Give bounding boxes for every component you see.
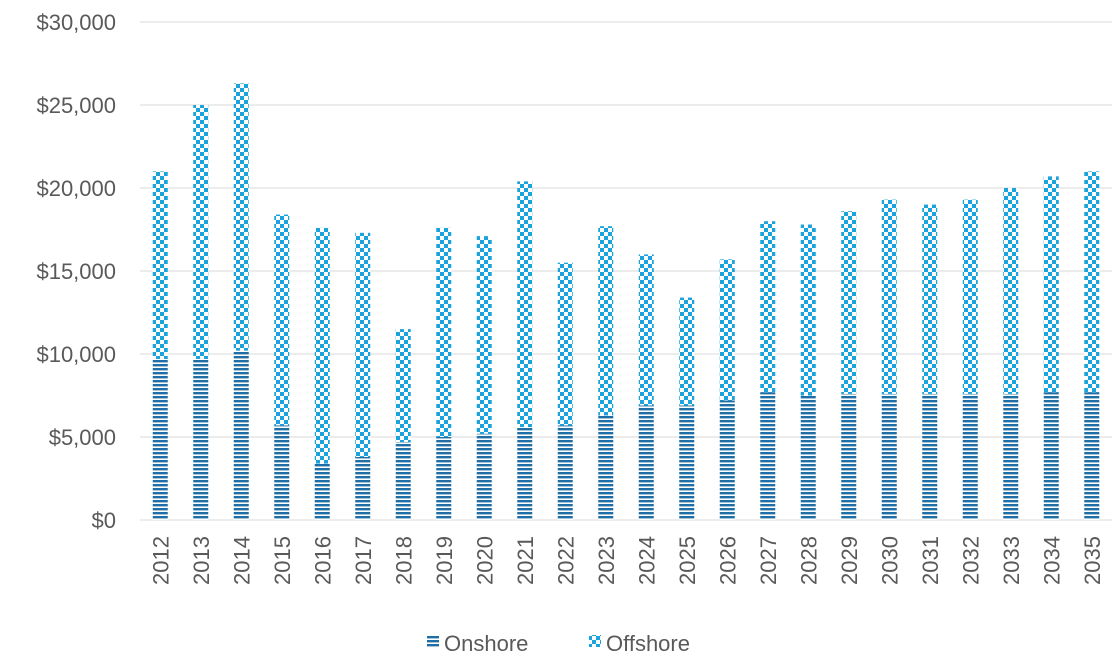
bar-onshore-2020 bbox=[476, 433, 492, 520]
bar-onshore-2013 bbox=[193, 358, 209, 520]
bar-offshore-2025 bbox=[679, 297, 695, 406]
x-tick-label: 2030 bbox=[877, 536, 902, 585]
bar-onshore-2031 bbox=[922, 393, 938, 520]
x-tick-label: 2016 bbox=[310, 536, 335, 585]
bar-onshore-2034 bbox=[1043, 392, 1059, 520]
x-tick-label: 2012 bbox=[148, 536, 173, 585]
bar-onshore-2035 bbox=[1084, 392, 1100, 520]
bar-offshore-2029 bbox=[841, 211, 857, 394]
bar-offshore-2032 bbox=[962, 199, 978, 394]
bar-offshore-2024 bbox=[638, 254, 654, 406]
x-tick-label: 2034 bbox=[1039, 536, 1064, 585]
x-tick-label: 2020 bbox=[472, 536, 497, 585]
legend: Onshore Offshore bbox=[427, 631, 690, 656]
bar-offshore-2020 bbox=[476, 236, 492, 434]
x-tick-label: 2035 bbox=[1080, 536, 1105, 585]
bar-offshore-2026 bbox=[719, 259, 735, 401]
bar-offshore-2016 bbox=[314, 227, 330, 464]
bar-onshore-2018 bbox=[395, 441, 411, 520]
bar-onshore-2017 bbox=[355, 456, 371, 520]
y-axis-tick-labels: $0 $5,000 $10,000 $15,000 $20,000 $25,000 $30,… bbox=[36, 10, 116, 533]
bar-onshore-2028 bbox=[800, 395, 816, 520]
x-tick-label: 2019 bbox=[432, 536, 457, 585]
x-tick-label: 2028 bbox=[796, 536, 821, 585]
bar-onshore-2012 bbox=[152, 358, 168, 520]
y-tick-label: $30,000 bbox=[36, 10, 116, 35]
bar-offshore-2022 bbox=[557, 262, 573, 426]
bar-onshore-2024 bbox=[638, 405, 654, 520]
bar-onshore-2026 bbox=[719, 400, 735, 520]
x-tick-label: 2022 bbox=[553, 536, 578, 585]
bar-onshore-2025 bbox=[679, 405, 695, 520]
bar-onshore-2015 bbox=[274, 425, 290, 520]
x-tick-label: 2013 bbox=[189, 536, 214, 585]
bars bbox=[152, 83, 1100, 520]
x-tick-label: 2032 bbox=[958, 536, 983, 585]
legend-swatch-offshore bbox=[589, 635, 601, 647]
y-tick-label: $10,000 bbox=[36, 342, 116, 367]
x-tick-label: 2025 bbox=[675, 536, 700, 585]
x-tick-label: 2024 bbox=[634, 536, 659, 585]
bar-offshore-2023 bbox=[598, 226, 614, 416]
bar-onshore-2021 bbox=[517, 427, 533, 520]
bar-offshore-2027 bbox=[760, 221, 776, 393]
x-tick-label: 2015 bbox=[270, 536, 295, 585]
gridlines bbox=[140, 21, 1112, 521]
x-tick-label: 2021 bbox=[513, 536, 538, 585]
bar-onshore-2030 bbox=[881, 393, 897, 520]
y-tick-label: $5,000 bbox=[49, 425, 116, 450]
bar-offshore-2030 bbox=[881, 199, 897, 394]
bar-offshore-2015 bbox=[274, 214, 290, 426]
y-tick-label: $0 bbox=[92, 508, 116, 533]
x-tick-label: 2023 bbox=[594, 536, 619, 585]
x-tick-label: 2014 bbox=[229, 536, 254, 585]
bar-offshore-2034 bbox=[1043, 176, 1059, 393]
bar-offshore-2017 bbox=[355, 232, 371, 457]
y-tick-label: $25,000 bbox=[36, 93, 116, 118]
legend-swatch-onshore bbox=[427, 635, 439, 647]
bar-onshore-2016 bbox=[314, 463, 330, 520]
bar-offshore-2033 bbox=[1003, 188, 1019, 394]
bar-offshore-2035 bbox=[1084, 171, 1100, 393]
x-tick-label: 2033 bbox=[999, 536, 1024, 585]
x-tick-label: 2026 bbox=[715, 536, 740, 585]
bar-offshore-2028 bbox=[800, 224, 816, 396]
x-tick-label: 2018 bbox=[391, 536, 416, 585]
x-tick-label: 2017 bbox=[351, 536, 376, 585]
bar-offshore-2021 bbox=[517, 181, 533, 428]
x-axis-tick-labels: 2012 2013 2014 2015 2016 2017 2018 2019 2020 2021… bbox=[148, 536, 1105, 585]
bar-onshore-2033 bbox=[1003, 393, 1019, 520]
bar-offshore-2014 bbox=[233, 83, 249, 351]
bar-onshore-2023 bbox=[598, 415, 614, 520]
bar-offshore-2018 bbox=[395, 329, 411, 442]
y-tick-label: $15,000 bbox=[36, 259, 116, 284]
bar-offshore-2012 bbox=[152, 171, 168, 359]
bar-offshore-2031 bbox=[922, 204, 938, 394]
bar-onshore-2019 bbox=[436, 437, 452, 520]
legend-label-onshore: Onshore bbox=[444, 631, 528, 656]
x-tick-label: 2031 bbox=[918, 536, 943, 585]
bar-onshore-2029 bbox=[841, 393, 857, 520]
y-tick-label: $20,000 bbox=[36, 176, 116, 201]
bar-onshore-2032 bbox=[962, 393, 978, 520]
bar-offshore-2013 bbox=[193, 105, 209, 359]
x-tick-label: 2029 bbox=[837, 536, 862, 585]
bar-onshore-2022 bbox=[557, 425, 573, 520]
bar-onshore-2027 bbox=[760, 392, 776, 520]
legend-label-offshore: Offshore bbox=[606, 631, 690, 656]
bar-offshore-2019 bbox=[436, 227, 452, 437]
bar-onshore-2014 bbox=[233, 350, 249, 520]
x-tick-label: 2027 bbox=[756, 536, 781, 585]
